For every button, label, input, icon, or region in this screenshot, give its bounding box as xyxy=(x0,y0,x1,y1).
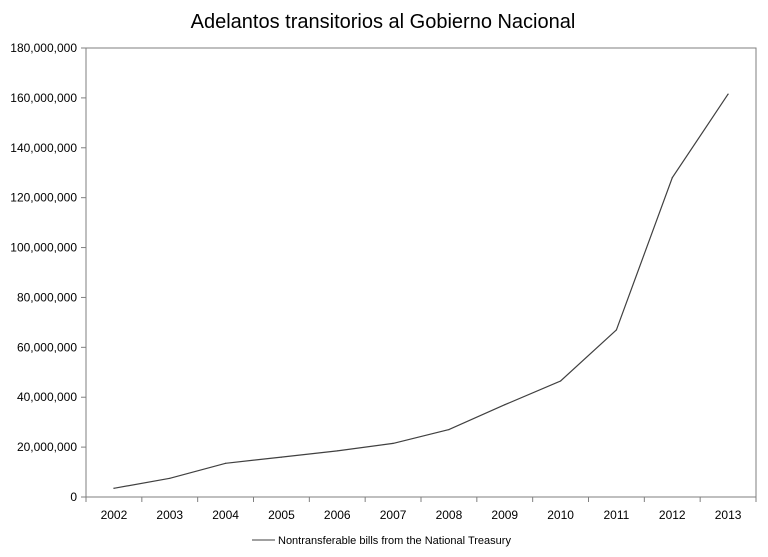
y-axis: 0 20,000,000 40,000,000 60,000,000 80,000,00… xyxy=(10,41,86,504)
data-point xyxy=(671,177,673,179)
y-tick-label: 40,000,000 xyxy=(17,390,77,404)
x-tick-label: 2012 xyxy=(659,508,686,522)
data-point xyxy=(280,456,283,458)
x-tick-label: 2008 xyxy=(436,508,463,522)
y-tick-label: 100,000,000 xyxy=(10,241,77,255)
data-point xyxy=(113,487,115,489)
y-tick-label: 60,000,000 xyxy=(17,340,77,354)
x-tick-label: 2013 xyxy=(715,508,742,522)
x-tick-label: 2003 xyxy=(156,508,183,522)
x-tick-label: 2006 xyxy=(324,508,351,522)
data-point xyxy=(448,429,450,431)
chart-title: Adelantos transitorios al Gobierno Nacio… xyxy=(191,11,576,33)
y-tick-label: 120,000,000 xyxy=(10,191,77,205)
data-point xyxy=(504,404,506,406)
series-line xyxy=(113,93,729,489)
y-tick-label: 20,000,000 xyxy=(17,440,77,454)
series-group xyxy=(113,93,729,489)
data-point xyxy=(615,329,618,331)
y-tick-label: 0 xyxy=(70,490,77,504)
x-tick-label: 2011 xyxy=(604,508,630,522)
data-point xyxy=(224,462,227,464)
data-point xyxy=(727,93,729,95)
x-tick-label: 2005 xyxy=(268,508,295,522)
x-tick-label: 2007 xyxy=(380,508,407,522)
x-tick-label: 2009 xyxy=(491,508,518,522)
x-tick-label: 2002 xyxy=(101,508,128,522)
y-tick-label: 180,000,000 xyxy=(10,41,77,55)
data-point xyxy=(336,450,338,452)
data-point xyxy=(559,380,562,382)
legend: Nontransferable bills from the National … xyxy=(252,535,511,547)
y-tick-label: 140,000,000 xyxy=(10,141,77,155)
data-point xyxy=(392,442,394,444)
plot-area xyxy=(85,47,757,498)
y-tick-label: 160,000,000 xyxy=(10,91,77,105)
x-tick-label: 2010 xyxy=(547,508,574,522)
data-point xyxy=(169,477,171,479)
x-axis: 2002 2003 2004 2005 2006 2007 2008 2009 2010 2011… xyxy=(85,497,757,522)
legend-label: Nontransferable bills from the National … xyxy=(278,535,511,547)
x-tick-label: 2004 xyxy=(212,508,239,522)
y-tick-label: 80,000,000 xyxy=(17,290,77,304)
